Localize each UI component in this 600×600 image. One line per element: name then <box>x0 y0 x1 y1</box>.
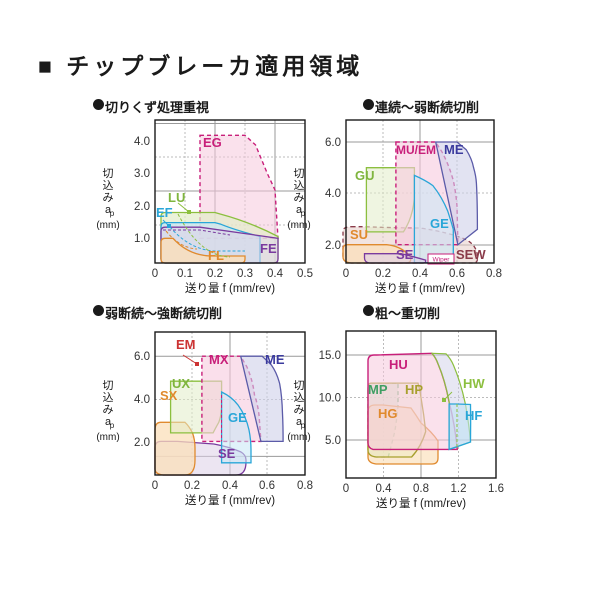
svg-text:(mm): (mm) <box>287 432 310 443</box>
svg-text:0.4: 0.4 <box>376 483 393 495</box>
svg-text:5.0: 5.0 <box>325 435 341 447</box>
svg-text:0: 0 <box>343 483 349 495</box>
svg-text:10.0: 10.0 <box>319 393 341 405</box>
svg-text:HU: HU <box>389 357 408 372</box>
svg-text:込: 込 <box>294 391 305 404</box>
svg-text:送り量 f (mm/rev): 送り量 f (mm/rev) <box>376 496 466 510</box>
svg-text:MP: MP <box>368 382 388 397</box>
svg-text:み: み <box>294 403 305 416</box>
svg-text:HF: HF <box>465 408 482 423</box>
svg-text:0.8: 0.8 <box>413 483 429 495</box>
svg-text:HW: HW <box>463 376 485 391</box>
svg-text:1.6: 1.6 <box>488 483 504 495</box>
svg-text:p: p <box>301 421 306 430</box>
svg-text:15.0: 15.0 <box>319 350 341 362</box>
svg-text:切: 切 <box>294 379 305 392</box>
svg-text:HG: HG <box>378 406 398 421</box>
svg-text:1.2: 1.2 <box>451 483 467 495</box>
svg-text:HP: HP <box>405 382 423 397</box>
